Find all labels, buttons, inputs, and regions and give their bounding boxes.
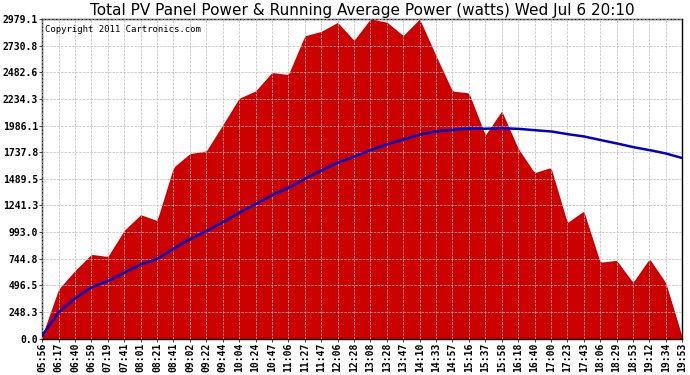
Title: Total PV Panel Power & Running Average Power (watts) Wed Jul 6 20:10: Total PV Panel Power & Running Average P… [90,3,635,18]
Text: Copyright 2011 Cartronics.com: Copyright 2011 Cartronics.com [46,26,201,34]
